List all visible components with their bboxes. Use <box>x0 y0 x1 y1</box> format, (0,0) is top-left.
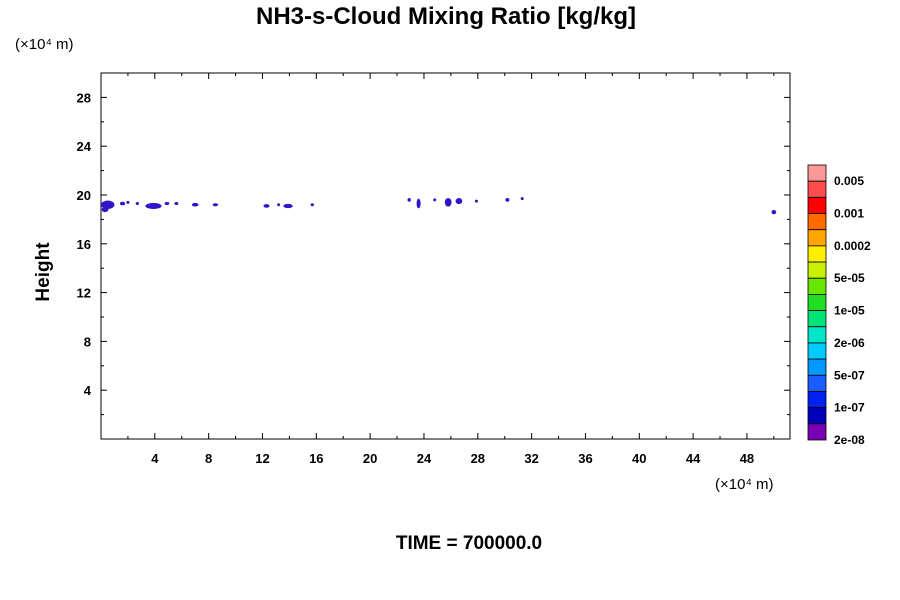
y-tick-label: 28 <box>77 90 91 105</box>
cloud-blob <box>145 202 162 210</box>
cloud-blob <box>433 198 437 202</box>
cloud-blob <box>126 200 130 204</box>
y-tick-label: 16 <box>77 237 91 252</box>
colorbar-swatch <box>807 277 827 295</box>
x-tick-label: 16 <box>309 451 323 466</box>
colorbar-label: 0.005 <box>834 174 864 188</box>
chart-title: NH3-s-Cloud Mixing Ratio [kg/kg] <box>256 3 636 30</box>
y-axis-label: Height <box>33 242 54 302</box>
x-tick-label: 4 <box>151 451 159 466</box>
cloud-blob <box>283 203 293 209</box>
colorbar-label: 2e-06 <box>834 336 865 350</box>
cloud-blob <box>212 203 219 207</box>
y-tick-label: 12 <box>77 286 91 301</box>
cloud-blob <box>101 200 115 210</box>
x-tick-label: 8 <box>205 451 212 466</box>
colorbar-label: 1e-05 <box>834 304 865 318</box>
cloud-blob <box>416 198 421 209</box>
y-tick-label: 8 <box>84 334 91 349</box>
colorbar-swatch <box>807 342 827 360</box>
colorbar-label: 0.0002 <box>834 239 871 253</box>
cloud-blob <box>474 199 478 203</box>
cloud-blob <box>164 202 170 206</box>
colorbar: 0.005 0.001 0.0002 5e-05 1e-05 2e-06 5e-07 1e-0… <box>807 164 871 447</box>
plot-frame <box>100 72 791 440</box>
colorbar-swatch <box>807 180 827 198</box>
colorbar-swatch <box>807 294 827 311</box>
cloud-blob <box>455 198 463 205</box>
cloud-blob <box>771 209 777 215</box>
colorbar-swatch <box>807 391 827 409</box>
y-tick-label: 20 <box>77 188 91 203</box>
y-tick-label: 4 <box>84 383 92 398</box>
colorbar-swatch <box>807 310 827 328</box>
colorbar-label: 1e-07 <box>834 401 865 415</box>
x-tick-label: 24 <box>417 451 432 466</box>
colorbar-label: 5e-07 <box>834 368 865 382</box>
colorbar-swatch <box>807 245 827 263</box>
colorbar-label: 0.001 <box>834 207 864 221</box>
colorbar-swatch <box>807 164 827 182</box>
x-unit-label: (×10⁴ m) <box>715 476 774 493</box>
time-label: TIME = 700000.0 <box>396 533 542 554</box>
colorbar-swatch <box>807 213 827 231</box>
x-tick-label: 28 <box>471 451 485 466</box>
colorbar-swatch <box>807 374 827 392</box>
x-tick-label: 12 <box>255 451 269 466</box>
colorbar-swatch <box>807 229 827 247</box>
cloud-blob <box>520 197 524 201</box>
x-tick-label: 32 <box>524 451 538 466</box>
x-tick-label: 40 <box>632 451 646 466</box>
cloud-blob <box>135 202 140 206</box>
y-unit-label: (×10⁴ m) <box>15 36 74 53</box>
cloud-blob <box>101 207 109 213</box>
cloud-blob <box>310 203 314 207</box>
cloud-blob <box>444 198 452 207</box>
colorbar-swatch <box>807 423 827 441</box>
x-tick-label: 36 <box>578 451 592 466</box>
cloud-blob <box>174 202 179 206</box>
colorbar-label: 2e-08 <box>834 433 865 447</box>
x-tick-label: 20 <box>363 451 377 466</box>
x-tick-label: 44 <box>686 451 701 466</box>
data-layer <box>101 197 777 215</box>
colorbar-swatch <box>807 261 827 279</box>
cloud-blob <box>407 198 411 202</box>
cloud-blob <box>191 202 199 207</box>
colorbar-label: 5e-05 <box>834 271 865 285</box>
x-tick-label: 48 <box>740 451 754 466</box>
colorbar-swatch <box>807 358 827 376</box>
cloud-blob <box>505 198 510 202</box>
colorbar-swatch <box>807 407 827 425</box>
cloud-blob <box>263 204 270 208</box>
colorbar-swatch <box>807 196 827 214</box>
colorbar-swatch <box>807 326 827 344</box>
cloud-blob <box>119 201 126 206</box>
cloud-blob <box>277 203 281 207</box>
y-tick-label: 24 <box>77 139 92 154</box>
